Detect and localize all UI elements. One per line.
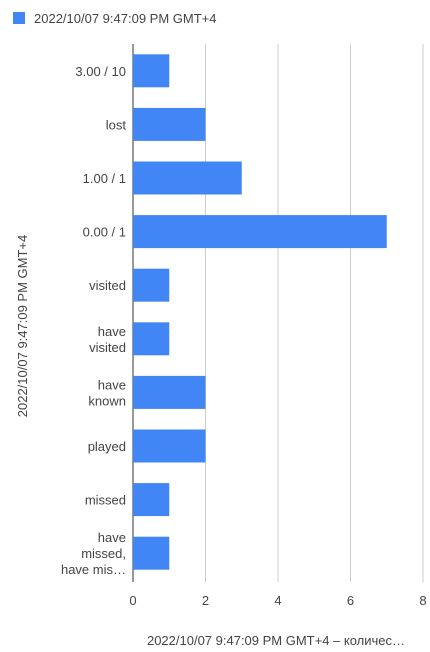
category-label: have — [98, 377, 126, 392]
x-tick-label: 4 — [274, 593, 281, 608]
category-label: have mis… — [61, 562, 126, 577]
y-axis-title: 2022/10/07 9:47:09 PM GMT+4 — [15, 235, 30, 417]
category-label: missed — [85, 493, 126, 508]
category-label: have — [98, 530, 126, 545]
bar[interactable] — [133, 54, 170, 88]
bar[interactable] — [133, 322, 170, 356]
legend-label: 2022/10/07 9:47:09 PM GMT+4 — [34, 11, 216, 26]
bars — [133, 54, 387, 570]
bar[interactable] — [133, 215, 387, 249]
category-label: lost — [106, 117, 127, 132]
x-axis-title: 2022/10/07 9:47:09 PM GMT+4 – количес… — [147, 633, 405, 648]
category-label: played — [88, 439, 126, 454]
x-tick-labels: 0 2 4 6 8 — [129, 593, 426, 608]
x-tick-label: 6 — [347, 593, 354, 608]
bar[interactable] — [133, 375, 206, 409]
bar[interactable] — [133, 268, 170, 302]
category-label: 0.00 / 1 — [83, 225, 126, 240]
category-label: visited — [89, 278, 126, 293]
x-tick-label: 2 — [202, 593, 209, 608]
category-label: known — [88, 393, 126, 408]
category-label: missed, — [81, 546, 126, 561]
legend-swatch — [13, 12, 25, 24]
category-label: 1.00 / 1 — [83, 171, 126, 186]
bar[interactable] — [133, 161, 242, 195]
x-tick-label: 8 — [419, 593, 426, 608]
bar[interactable] — [133, 483, 170, 517]
legend[interactable]: 2022/10/07 9:47:09 PM GMT+4 — [13, 11, 216, 26]
bar[interactable] — [133, 536, 170, 570]
category-label: visited — [89, 340, 126, 355]
x-tick-label: 0 — [129, 593, 136, 608]
bar[interactable] — [133, 429, 206, 463]
bar[interactable] — [133, 107, 206, 141]
category-label: have — [98, 324, 126, 339]
category-label: 3.00 / 10 — [75, 64, 126, 79]
